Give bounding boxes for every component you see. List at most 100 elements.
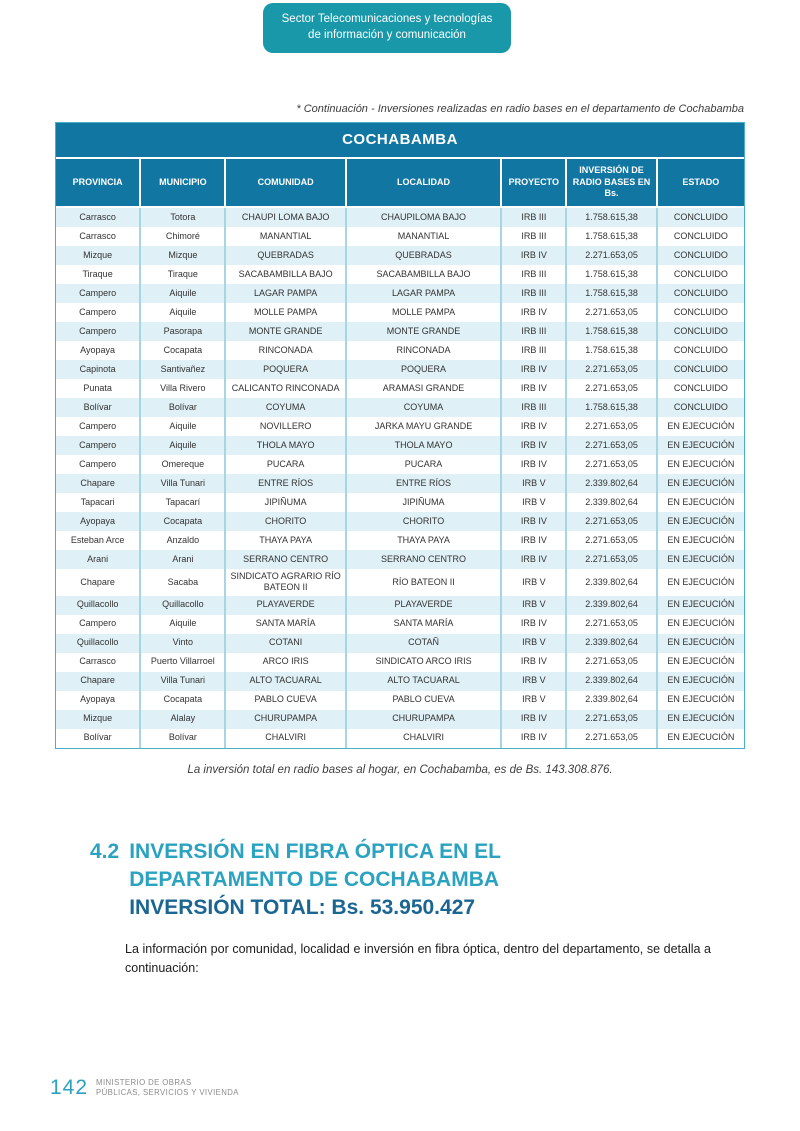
table-cell: 2.339.802,64 xyxy=(567,595,658,615)
table-cell: EN EJECUCIÓN xyxy=(657,633,744,653)
page-number: 142 xyxy=(50,1076,89,1099)
table-cell: Campero xyxy=(56,322,142,342)
table-cell: 2.271.653,05 xyxy=(567,728,658,748)
table-cell: Sacaba xyxy=(141,569,227,596)
table-cell: 2.271.653,05 xyxy=(567,360,658,380)
table-cell: IRB IV xyxy=(502,246,568,266)
table-cell: Bolívar xyxy=(56,398,142,418)
table-cell: IRB III xyxy=(502,265,568,285)
table-cell: EN EJECUCIÓN xyxy=(657,728,744,748)
table-cell: Puerto Villarroel xyxy=(141,652,227,672)
table-row: Campero Aiquile NOVILLERO JARKA MAYU GRANDE… xyxy=(56,417,744,437)
table-cell: 1.758.615,38 xyxy=(567,398,658,418)
table-cell: Villa Rivero xyxy=(141,379,227,399)
table-row: Campero Aiquile SANTA MARÍA SANTA MARÍA IRB … xyxy=(56,614,744,634)
table-cell: Tiraque xyxy=(56,265,142,285)
table-cell: Punata xyxy=(56,379,142,399)
table-cell: Campero xyxy=(56,284,142,304)
table-cell: IRB V xyxy=(502,493,568,513)
table-cell: IRB IV xyxy=(502,512,568,532)
table-cell: Bolívar xyxy=(56,728,142,748)
ministry-line2: PÚBLICAS, SERVICIOS Y VIVIENDA xyxy=(96,1088,239,1097)
body-paragraph: La información por comunidad, localidad … xyxy=(125,942,711,976)
table-cell: Chimoré xyxy=(141,227,227,247)
table-cell: Quillacollo xyxy=(141,595,227,615)
table-cell: 2.339.802,64 xyxy=(567,690,658,710)
table-cell: Anzaldo xyxy=(141,531,227,551)
table-row: Chapare Sacaba SINDICATO AGRARIO RÍO BATEO… xyxy=(56,569,744,596)
table-cell: 2.271.653,05 xyxy=(567,455,658,475)
table-cell: PABLO CUEVA xyxy=(226,690,347,710)
table-cell: EN EJECUCIÓN xyxy=(657,595,744,615)
table-cell: Cocapata xyxy=(141,341,227,361)
table-cell: CHORITO xyxy=(346,512,503,532)
table-cell: IRB IV xyxy=(502,728,568,748)
table-cell: Bolívar xyxy=(141,728,227,748)
table-cell: Cocapata xyxy=(141,690,227,710)
table-row: Campero Pasorapa MONTE GRANDE MONTE GRANDE I… xyxy=(56,322,744,342)
table-cell: EN EJECUCIÓN xyxy=(657,455,744,475)
table-cell: CONCLUIDO xyxy=(657,379,744,399)
table-cell: CONCLUIDO xyxy=(657,227,744,247)
table-cell: Villa Tunari xyxy=(141,474,227,494)
table-cell: IRB III xyxy=(502,208,568,228)
table-cell: THOLA MAYO xyxy=(226,436,347,456)
table-cell: PLAYAVERDE xyxy=(226,595,347,615)
table-cell: 1.758.615,38 xyxy=(567,284,658,304)
table-row: Carrasco Puerto Villarroel ARCO IRIS SINDIC… xyxy=(56,652,744,672)
table-cell: LAGAR PAMPA xyxy=(226,284,347,304)
table-cell: Quillacollo xyxy=(56,595,142,615)
table-cell: MOLLE PAMPA xyxy=(346,303,503,323)
table-cell: IRB IV xyxy=(502,550,568,570)
table-cell: THAYA PAYA xyxy=(346,531,503,551)
column-header: LOCALIDAD xyxy=(346,159,503,209)
table-caption: * Continuación - Inversiones realizadas … xyxy=(296,103,744,115)
table-cell: CALICANTO RINCONADA xyxy=(226,379,347,399)
table-cell: CONCLUIDO xyxy=(657,398,744,418)
table-cell: Ayopaya xyxy=(56,690,142,710)
table-cell: ALTO TACUARAL xyxy=(346,671,503,691)
table-cell: 2.339.802,64 xyxy=(567,493,658,513)
table-cell: RÍO BATEON II xyxy=(346,569,503,596)
table-cell: MONTE GRANDE xyxy=(226,322,347,342)
table-cell: 1.758.615,38 xyxy=(567,322,658,342)
table-cell: COYUMA xyxy=(346,398,503,418)
table-cell: THOLA MAYO xyxy=(346,436,503,456)
table-cell: 1.758.615,38 xyxy=(567,265,658,285)
table-cell: Tiraque xyxy=(141,265,227,285)
table-cell: Chapare xyxy=(56,671,142,691)
table-cell: Mizque xyxy=(56,709,142,729)
table-cell: PUCARA xyxy=(346,455,503,475)
table-cell: 2.339.802,64 xyxy=(567,671,658,691)
table-cell: 2.271.653,05 xyxy=(567,614,658,634)
table-cell: 2.271.653,05 xyxy=(567,652,658,672)
column-header: MUNICIPIO xyxy=(141,159,227,209)
table-header-row: PROVINCIA MUNICIPIO COMUNIDAD LOCALIDAD PROY… xyxy=(56,159,744,209)
table-cell: IRB III xyxy=(502,322,568,342)
section-number: 4.2 xyxy=(90,840,120,863)
table-row: Quillacollo Quillacollo PLAYAVERDE PLAYAVER… xyxy=(56,595,744,615)
table-cell: Pasorapa xyxy=(141,322,227,342)
table-cell: EN EJECUCIÓN xyxy=(657,709,744,729)
table-cell: 1.758.615,38 xyxy=(567,208,658,228)
table-row: Carrasco Totora CHAUPI LOMA BAJO CHAUPILOMA… xyxy=(56,208,744,228)
radio-bases-table: COCHABAMBA PROVINCIA MUNICIPIO COMUNIDAD LO… xyxy=(55,122,745,749)
table-cell: Vinto xyxy=(141,633,227,653)
table-cell: Santivañez xyxy=(141,360,227,380)
table-grid: PROVINCIA MUNICIPIO COMUNIDAD LOCALIDAD PROY… xyxy=(56,159,744,748)
table-cell: IRB V xyxy=(502,595,568,615)
table-row: Tapacari Tapacarí JIPIÑUMA JIPIÑUMA IRB V 2.3… xyxy=(56,493,744,513)
table-row: Campero Aiquile MOLLE PAMPA MOLLE PAMPA IRB … xyxy=(56,303,744,323)
table-cell: ALTO TACUARAL xyxy=(226,671,347,691)
table-cell: CHURUPAMPA xyxy=(226,709,347,729)
table-cell: Omereque xyxy=(141,455,227,475)
table-cell: 2.271.653,05 xyxy=(567,709,658,729)
table-cell: Esteban Arce xyxy=(56,531,142,551)
table-cell: IRB IV xyxy=(502,303,568,323)
table-cell: Ayopaya xyxy=(56,341,142,361)
table-cell: CONCLUIDO xyxy=(657,303,744,323)
table-cell: IRB IV xyxy=(502,360,568,380)
sector-badge-line2: de información y comunicación xyxy=(308,29,466,41)
table-cell: Aiquile xyxy=(141,303,227,323)
table-title: COCHABAMBA xyxy=(56,123,744,159)
